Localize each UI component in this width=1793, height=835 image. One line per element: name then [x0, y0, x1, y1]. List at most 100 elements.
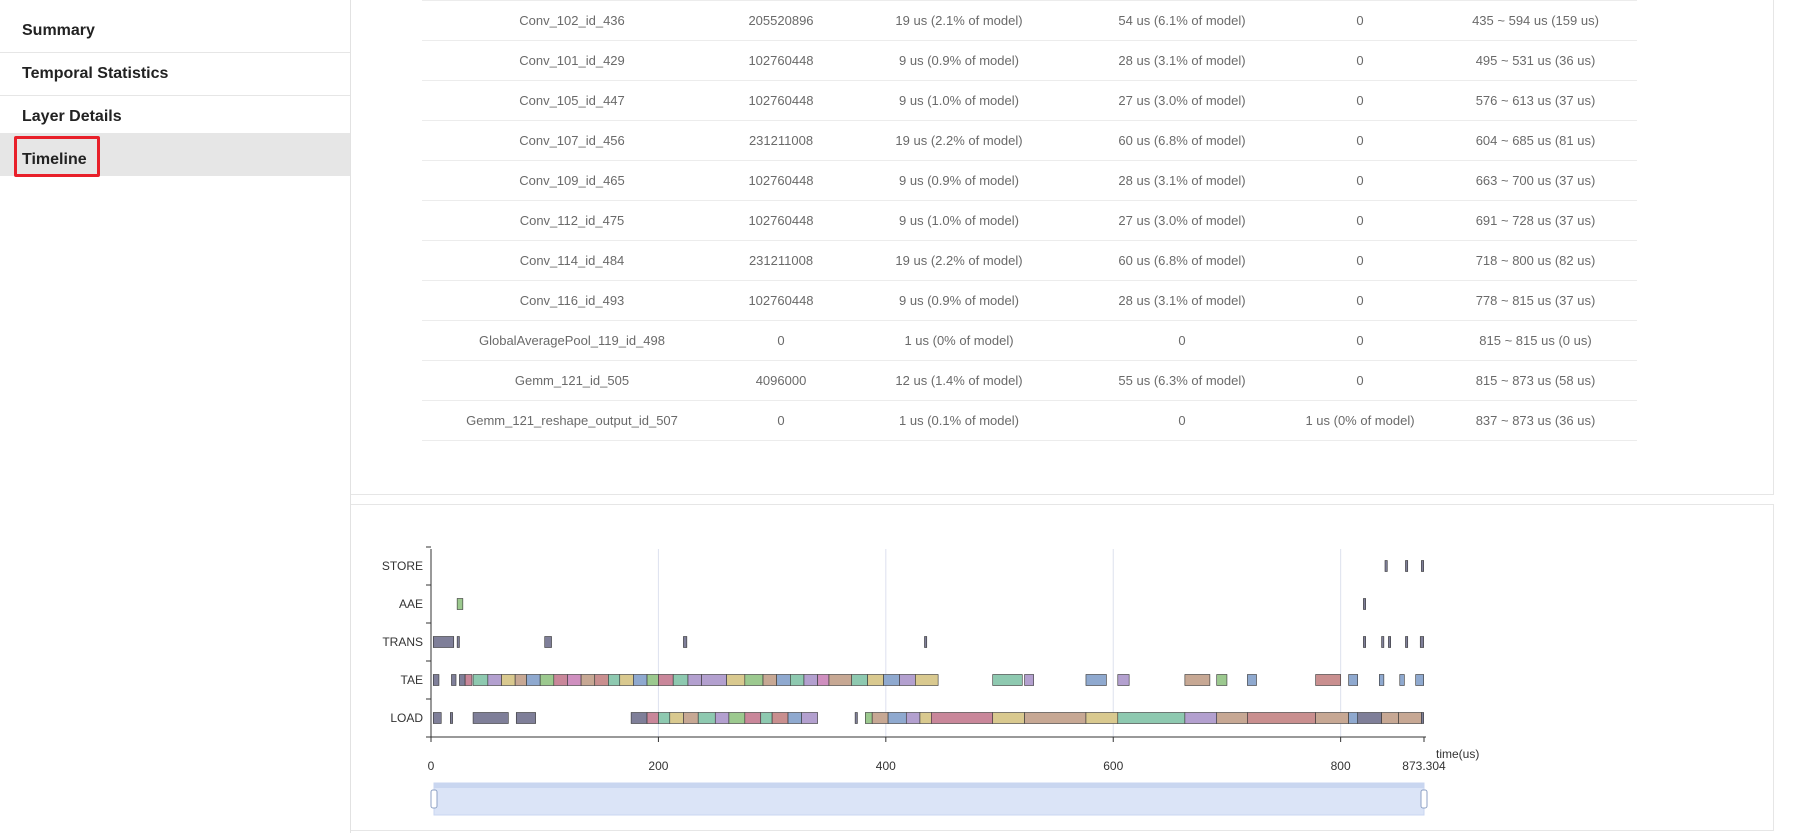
timeline-bar	[672, 674, 689, 686]
table-cell: 55 us (6.3% of model)	[1078, 360, 1286, 401]
table-row: Conv_102_id_436 205520896 19 us (2.1% of m…	[422, 0, 1637, 41]
table-cell: 0	[1286, 80, 1434, 121]
timeline-bar	[1379, 674, 1385, 686]
timeline-bar	[817, 674, 830, 686]
table-cell: Conv_114_id_484	[422, 240, 722, 281]
sidebar-item-label: Temporal Statistics	[22, 65, 169, 82]
timeline-bar	[851, 674, 868, 686]
timeline-bar	[608, 674, 621, 686]
timeline-chart: STORE AAE TRANS TAE LOAD 0 200 400 600 800 873.304…	[382, 546, 1479, 816]
timeline-bar	[787, 712, 802, 724]
timeline-bar	[646, 712, 659, 724]
table-cell: 1 us (0.1% of model)	[840, 400, 1078, 441]
zoom-handle-left[interactable]	[430, 789, 438, 809]
table-cell: Conv_116_id_493	[422, 280, 722, 321]
table-cell: Conv_101_id_429	[422, 40, 722, 81]
lane-label: STORE	[382, 559, 423, 573]
sidebar: Summary Temporal Statistics Layer Detail…	[0, 0, 351, 833]
timeline-bar	[451, 674, 457, 686]
table-cell: 604 ~ 685 us (81 us)	[1434, 120, 1637, 161]
timeline-bar	[1184, 712, 1218, 724]
timeline-bar	[1216, 674, 1228, 686]
timeline-bar	[514, 674, 527, 686]
timeline-bar	[1384, 560, 1388, 572]
timeline-bar	[432, 712, 442, 724]
timeline-bar	[1405, 560, 1409, 572]
timeline-bar	[544, 636, 552, 648]
table-cell: 60 us (6.8% of model)	[1078, 240, 1286, 281]
timeline-bar	[658, 674, 674, 686]
table-cell: 54 us (6.1% of model)	[1078, 0, 1286, 41]
table-cell: 9 us (0.9% of model)	[840, 40, 1078, 81]
sidebar-item-timeline[interactable]: Timeline	[0, 133, 350, 176]
timeline-bar	[883, 674, 900, 686]
sidebar-item-summary[interactable]: Summary	[0, 10, 350, 53]
timeline-bar	[646, 674, 659, 686]
timeline-bar	[1357, 712, 1382, 724]
x-tick-label: 873.304	[1402, 759, 1446, 773]
timeline-bar	[472, 712, 509, 724]
table-cell: Conv_102_id_436	[422, 0, 722, 41]
timeline-bar	[726, 674, 746, 686]
timeline-bar	[771, 712, 789, 724]
table-cell: 0	[1078, 400, 1286, 441]
timeline-bar	[619, 674, 634, 686]
timeline-bar	[776, 674, 791, 686]
sidebar-item-label: Layer Details	[22, 108, 122, 125]
sidebar-item-temporal-statistics[interactable]: Temporal Statistics	[0, 53, 350, 96]
table-cell: 0	[1286, 360, 1434, 401]
timeline-bar	[526, 674, 541, 686]
table-cell: 1 us (0% of model)	[840, 320, 1078, 361]
table-cell: 0	[1078, 320, 1286, 361]
timeline-bar	[887, 712, 907, 724]
table-cell: Conv_112_id_475	[422, 200, 722, 241]
timeline-bar	[464, 674, 473, 686]
table-cell: 0	[722, 400, 840, 441]
timeline-bar	[865, 712, 873, 724]
timeline-bar	[915, 674, 939, 686]
table-row: Conv_107_id_456 231211008 19 us (2.2% of m…	[422, 120, 1637, 161]
table-row: Conv_105_id_447 102760448 9 us (1.0% of mo…	[422, 80, 1637, 121]
table-cell: Conv_109_id_465	[422, 160, 722, 201]
timeline-bar	[1085, 712, 1119, 724]
timeline-bar	[1421, 560, 1424, 572]
timeline-bar	[472, 674, 489, 686]
timeline-bar	[762, 674, 777, 686]
table-cell: 102760448	[722, 280, 840, 321]
timeline-bar	[1381, 712, 1399, 724]
timeline-bar	[871, 712, 889, 724]
table-cell: 0	[1286, 240, 1434, 281]
timeline-bar	[580, 674, 596, 686]
timeline-bar	[1024, 674, 1034, 686]
timeline-bar	[1348, 712, 1359, 724]
table-cell: 691 ~ 728 us (37 us)	[1434, 200, 1637, 241]
table-cell: Conv_107_id_456	[422, 120, 722, 161]
zoom-handle-right[interactable]	[1420, 789, 1428, 809]
timeline-bar	[1363, 598, 1366, 610]
layer-table: Conv_102_id_436 205520896 19 us (2.1% of m…	[422, 0, 1637, 441]
table-row: Conv_112_id_475 102760448 9 us (1.0% of mo…	[422, 200, 1637, 241]
table-cell: 231211008	[722, 120, 840, 161]
table-cell: 231211008	[722, 240, 840, 281]
timeline-bar	[1085, 674, 1107, 686]
table-row: Conv_101_id_429 102760448 9 us (0.9% of mo…	[422, 40, 1637, 81]
timeline-bar	[992, 712, 1025, 724]
table-row: Conv_109_id_465 102760448 9 us (0.9% of mo…	[422, 160, 1637, 201]
timeline-bar	[669, 712, 684, 724]
lane-label: LOAD	[390, 711, 423, 725]
table-row: GlobalAveragePool_119_id_498 0 1 us (0% of…	[422, 320, 1637, 361]
timeline-bar	[553, 674, 568, 686]
table-cell: 435 ~ 594 us (159 us)	[1434, 0, 1637, 41]
timeline-bar	[456, 636, 460, 648]
table-cell: 778 ~ 815 us (37 us)	[1434, 280, 1637, 321]
timeline-bar	[658, 712, 671, 724]
table-cell: 0	[722, 320, 840, 361]
timeline-bar	[1363, 636, 1366, 648]
timeline-bar	[1388, 636, 1391, 648]
table-cell: 0	[1286, 160, 1434, 201]
table-cell: 9 us (1.0% of model)	[840, 200, 1078, 241]
table-cell: 28 us (3.1% of model)	[1078, 40, 1286, 81]
table-cell: 495 ~ 531 us (36 us)	[1434, 40, 1637, 81]
timeline-panel: STORE AAE TRANS TAE LOAD 0 200 400 600 800 873.304…	[351, 504, 1774, 831]
x-tick-label: 400	[876, 759, 896, 773]
